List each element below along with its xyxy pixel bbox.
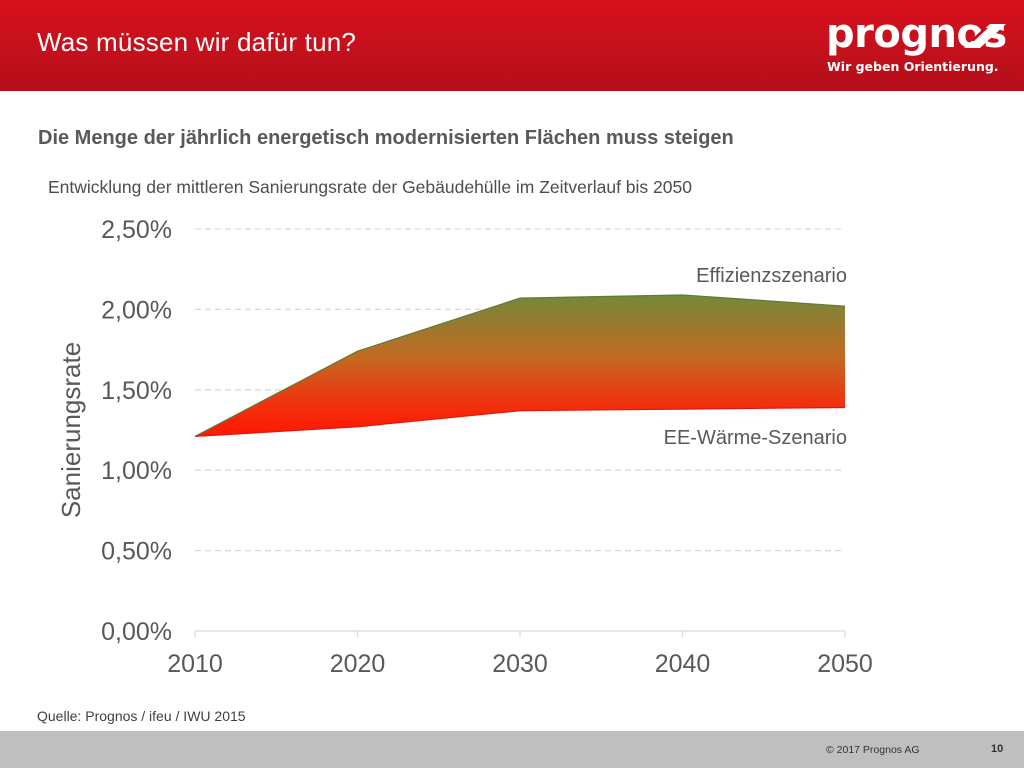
prognos-logo: prognos xyxy=(826,11,1007,57)
header-bar: Was müssen wir dafür tun? prognos Wir ge… xyxy=(0,0,1024,91)
source-note: Quelle: Prognos / ifeu / IWU 2015 xyxy=(37,708,246,724)
page-number: 10 xyxy=(991,743,1004,755)
effizienzszenario-line xyxy=(194,294,846,437)
y-tick-label: 0,50% xyxy=(101,538,172,566)
chart-caption: Entwicklung der mittleren Sanierungsrate… xyxy=(48,177,692,197)
slide-subtitle: Die Menge der jährlich energetisch moder… xyxy=(38,127,734,149)
series-label-effizienzszenario: Effizienzszenario xyxy=(696,265,847,287)
renovation-rate-chart: 0,00% 0,50% 1,00% 1,50% 2,00% 2,50% 2010 2020 20… xyxy=(56,216,873,678)
x-tick-label: 2050 xyxy=(817,650,873,678)
logo-swoosh-icon xyxy=(964,24,1006,48)
series-label-ee-waerme-szenario: EE-Wärme-Szenario xyxy=(664,427,847,449)
x-tick-label: 2020 xyxy=(330,650,386,678)
x-tick-label: 2040 xyxy=(655,650,711,678)
y-tick-label: 2,00% xyxy=(101,296,172,324)
slide-title: Was müssen wir dafür tun? xyxy=(37,27,357,57)
y-tick-label: 1,50% xyxy=(101,377,172,405)
x-tick-label: 2010 xyxy=(167,650,223,678)
scenario-range-area xyxy=(195,294,845,437)
y-axis-title: Sanierungsrate xyxy=(56,342,86,518)
y-tick-label: 2,50% xyxy=(101,216,172,244)
x-tick-label: 2030 xyxy=(492,650,548,678)
footer-bar xyxy=(0,731,1024,768)
copyright: © 2017 Prognos AG xyxy=(826,744,920,756)
ee-waerme-szenario-line xyxy=(194,406,846,438)
y-tick-label: 0,00% xyxy=(101,618,172,646)
logo-tagline: Wir geben Orientierung. xyxy=(827,59,999,74)
y-tick-label: 1,00% xyxy=(101,457,172,485)
